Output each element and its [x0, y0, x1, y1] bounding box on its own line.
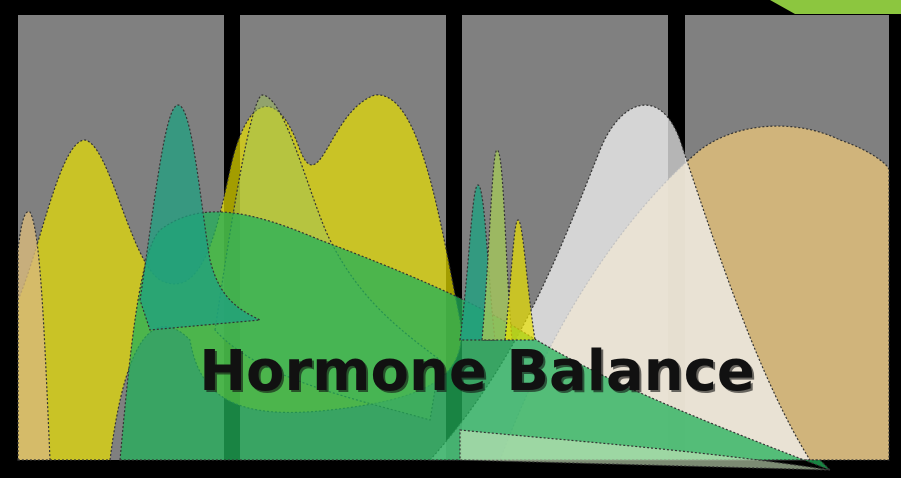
title: Hormone Balance: [199, 339, 755, 404]
page: Hormone Balance Hormone Balance (() => {…: [0, 0, 901, 478]
slide: Hormone Balance Hormone Balance: [0, 0, 901, 478]
